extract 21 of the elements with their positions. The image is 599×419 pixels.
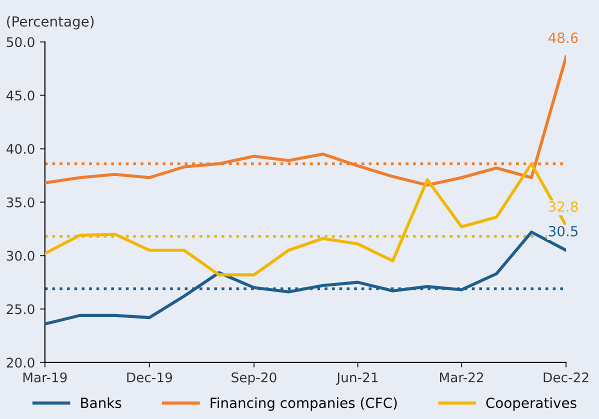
legend-label: Cooperatives bbox=[486, 397, 576, 411]
y-tick-label: 20.0 bbox=[6, 358, 34, 368]
data-label: 32.8 bbox=[548, 201, 578, 212]
y-tick-label: 35.0 bbox=[6, 197, 34, 208]
y-tick-label: 30.0 bbox=[6, 250, 34, 261]
y-tick-label: 25.0 bbox=[6, 304, 34, 314]
x-tick-label: Mar-22 bbox=[440, 372, 484, 382]
x-tick-label: Dec-19 bbox=[127, 372, 172, 382]
x-tick-label: Jun-21 bbox=[336, 372, 378, 385]
legend-label: Financing companies (CFC) bbox=[210, 397, 397, 411]
y-axis-title: (Percentage) bbox=[7, 16, 94, 30]
y-tick-label: 45.0 bbox=[6, 90, 34, 101]
legend-label: Banks bbox=[81, 397, 122, 408]
x-tick-label: Dec-22 bbox=[544, 372, 588, 382]
x-tick-label: Sep-20 bbox=[232, 372, 276, 385]
data-label: 30.5 bbox=[548, 226, 578, 236]
x-tick-label: Mar-19 bbox=[23, 372, 67, 382]
line-series bbox=[44, 55, 566, 187]
y-tick-label: 50.0 bbox=[6, 37, 34, 48]
data-label: 48.6 bbox=[548, 32, 578, 44]
y-tick-label: 40.0 bbox=[6, 144, 34, 154]
